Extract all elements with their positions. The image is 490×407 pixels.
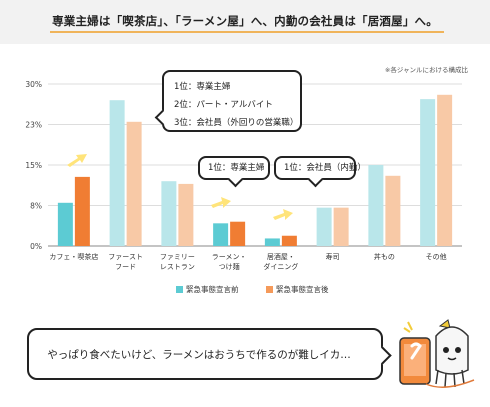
x-tick-label: ファミリー bbox=[160, 253, 195, 261]
x-tick-label: レストラン bbox=[160, 263, 195, 271]
callout-izakaya-ranking: 1位：会社員（内勤） bbox=[274, 156, 366, 180]
bars-layer bbox=[57, 94, 453, 246]
squid-mascot-icon bbox=[399, 319, 475, 388]
x-tick-label: その他 bbox=[426, 252, 447, 261]
speech-bubble: やっぱり食べたいけど、ラーメンはおうちで作るのが難しイカ… bbox=[27, 328, 383, 380]
bar-after bbox=[178, 183, 194, 246]
bar-after bbox=[437, 94, 453, 246]
bar-before bbox=[368, 165, 384, 246]
callout-ramen-ranking: 1位：専業主婦 bbox=[198, 156, 270, 180]
bar-before bbox=[109, 100, 125, 246]
x-tick-label: ラーメン・ bbox=[212, 253, 247, 261]
arrow-up-right-icon bbox=[67, 154, 87, 167]
headline-underline bbox=[50, 31, 444, 33]
x-tick-label: ファースト bbox=[108, 253, 143, 261]
callout-izakaya-rank-1: 1位：会社員（内勤） bbox=[284, 163, 366, 173]
bar-chart: ※各ジャンルにおける構成比 0% 8% 15% 23% 30% カフェ・喫茶店 ファースト… bbox=[25, 65, 469, 294]
speech-bubble-text: やっぱり食べたいけど、ラーメンはおうちで作るのが難しイカ… bbox=[47, 349, 351, 361]
bar-after bbox=[385, 175, 401, 246]
bar-before bbox=[57, 202, 73, 246]
chart-note: ※各ジャンルにおける構成比 bbox=[385, 65, 469, 74]
callout-cafe-ranking: 1位：専業主婦 2位：パート・アルバイト 3位：会社員（外回りの営業職） bbox=[162, 70, 302, 132]
bar-after bbox=[230, 221, 246, 246]
legend: 緊急事態宣言前 緊急事態宣言後 bbox=[176, 284, 329, 294]
bar-after bbox=[333, 207, 349, 246]
y-tick-label: 15% bbox=[25, 161, 42, 170]
headline-banner: 専業主婦は「喫茶店」、「ラーメン屋」へ、内勤の会社員は「居酒屋」へ。 bbox=[0, 0, 490, 44]
x-tick-label: カフェ・喫茶店 bbox=[49, 252, 98, 261]
y-tick-label: 23% bbox=[25, 121, 42, 130]
bar-before bbox=[161, 181, 177, 246]
bar-after bbox=[74, 176, 90, 246]
x-tick-label: 寿司 bbox=[326, 252, 340, 261]
legend-swatch bbox=[176, 286, 183, 293]
callout-cafe-rank-2: 2位：パート・アルバイト bbox=[174, 100, 273, 110]
legend-label: 緊急事態宣言後 bbox=[276, 284, 329, 294]
bar-before bbox=[264, 238, 280, 246]
x-tick-label: 丼もの bbox=[374, 252, 395, 261]
legend-label: 緊急事態宣言前 bbox=[186, 284, 239, 294]
legend-swatch bbox=[266, 286, 273, 293]
y-tick-label: 0% bbox=[30, 242, 42, 251]
callout-cafe-rank-3: 3位：会社員（外回りの営業職） bbox=[174, 118, 299, 128]
x-tick-label: フード bbox=[115, 263, 136, 271]
bar-after bbox=[281, 235, 297, 246]
y-tick-label: 8% bbox=[30, 202, 42, 211]
callout-cafe-rank-1: 1位：専業主婦 bbox=[174, 82, 231, 92]
callout-ramen-rank-1: 1位：専業主婦 bbox=[208, 163, 265, 173]
x-tick-label: つけ麺 bbox=[219, 262, 240, 271]
x-tick-label: ダイニング bbox=[263, 262, 298, 271]
y-tick-label: 30% bbox=[25, 80, 42, 89]
bar-before bbox=[420, 99, 436, 246]
x-tick-label: 居酒屋・ bbox=[267, 253, 295, 261]
bar-before bbox=[213, 223, 229, 246]
bar-before bbox=[316, 207, 332, 246]
arrow-right-icon bbox=[273, 209, 293, 220]
bar-after bbox=[126, 121, 142, 246]
arrow-right-icon bbox=[211, 197, 231, 208]
headline-title: 専業主婦は「喫茶店」、「ラーメン屋」へ、内勤の会社員は「居酒屋」へ。 bbox=[52, 14, 438, 28]
